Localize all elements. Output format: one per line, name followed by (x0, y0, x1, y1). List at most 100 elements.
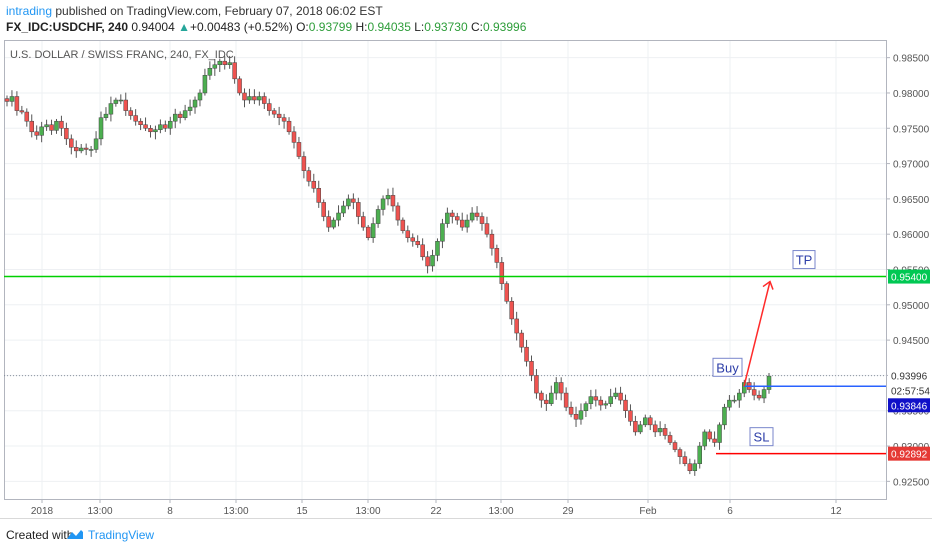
y-tick-label: 0.94500 (893, 336, 930, 347)
candle-body (539, 392, 544, 401)
candle-body (430, 255, 435, 267)
candle-body (662, 428, 668, 436)
x-tick-label: 22 (430, 506, 442, 517)
candle-body (93, 138, 99, 150)
tp-price-label-bg (888, 269, 930, 284)
x-tick-label: 15 (296, 506, 308, 517)
candle-body (237, 78, 242, 94)
candle-body (336, 212, 341, 221)
entry-price-label: 0.93846 (891, 401, 928, 412)
candle-body (128, 110, 133, 116)
candle-body (143, 124, 148, 129)
candle-body (410, 237, 415, 242)
change-value: +0.00483 (+0.52%) (190, 20, 293, 34)
candle-body (98, 117, 104, 140)
candle-body (667, 435, 673, 443)
candle-body (271, 110, 277, 115)
candle-body (217, 60, 223, 65)
candle-body (64, 128, 69, 140)
candle-body (222, 60, 227, 65)
open-value: 0.93799 (308, 20, 353, 34)
candle-body (385, 195, 391, 200)
x-tick-label: 13:00 (223, 506, 248, 517)
candle-body (123, 99, 129, 111)
tp-label-box (792, 250, 816, 270)
candle-body (479, 216, 485, 224)
candle-body (732, 399, 737, 402)
candle-body (296, 142, 302, 157)
candle-body (207, 67, 213, 76)
candle-body (341, 205, 346, 214)
candle-body (712, 438, 717, 443)
chart-title: U.S. DOLLAR / SWISS FRANC, 240, FX_IDC (10, 49, 234, 61)
high-label: H: (355, 20, 368, 34)
time-axis[interactable]: 2018 13:00 8 13:00 15 13:00 22 13:00 29 Feb 6 12 (31, 499, 842, 517)
candle-body (365, 226, 371, 238)
candle-body (633, 421, 638, 433)
candle-body (88, 149, 94, 151)
candle-body (326, 216, 331, 228)
y-tick-label: 0.92500 (893, 477, 930, 488)
symbol-label: FX_IDC:USDCHF, 240 (6, 20, 129, 34)
y-tick-label: 0.95000 (893, 301, 930, 312)
candle-body (400, 219, 406, 231)
last-price-label-bg (888, 368, 930, 383)
candle-body (375, 209, 381, 224)
author-link[interactable]: intrading (6, 4, 53, 18)
candle-body (306, 170, 312, 182)
y-tick-label: 0.98500 (893, 54, 930, 65)
candle-body (652, 424, 658, 433)
candle-body (405, 230, 411, 238)
candle-body (4, 98, 10, 102)
candle-body (504, 283, 510, 302)
candle-body (568, 406, 574, 415)
candle-body (628, 410, 633, 422)
candle-body (242, 92, 247, 101)
ohlc-line: FX_IDC:USDCHF, 240 0.94004 ▲+0.00483 (+0… (6, 20, 526, 34)
x-tick-label: 2018 (31, 506, 54, 517)
publish-info: published on TradingView.com, February 0… (52, 4, 383, 18)
candle-body (34, 131, 39, 136)
y-tick-label: 0.96500 (893, 195, 930, 206)
x-tick-label: Feb (639, 506, 657, 517)
tradingview-link[interactable]: TradingView (88, 528, 155, 542)
x-tick-label: 8 (167, 506, 173, 517)
candle-body (395, 205, 401, 221)
candle-body (489, 233, 495, 249)
price-chart[interactable]: U.S. DOLLAR / SWISS FRANC, 240, FX_IDC B… (4, 40, 932, 518)
y-tick-label: 0.96000 (893, 230, 930, 241)
candle-body (672, 442, 678, 450)
candle-body (588, 396, 594, 404)
candle-body (19, 110, 25, 113)
candle-body (286, 120, 292, 133)
candle-body (103, 113, 109, 118)
tp-label: TP (796, 253, 813, 268)
x-tick-label: 13:00 (87, 506, 112, 517)
candle-body (440, 223, 445, 242)
candle-body (49, 124, 54, 131)
price-labels: 0.95400 0.93996 02:57:54 0.93846 0.92892 (888, 269, 930, 461)
candle-body (756, 394, 762, 399)
candle-body (351, 198, 356, 203)
candle-body (108, 103, 114, 115)
candle-body (603, 403, 608, 406)
candle-body (455, 216, 460, 221)
candle-body (24, 111, 30, 122)
candle-body (346, 198, 351, 207)
candle-body (158, 124, 163, 130)
candle-body (598, 399, 604, 406)
y-tick-label: 0.97000 (893, 160, 930, 171)
chart-area[interactable]: U.S. DOLLAR / SWISS FRANC, 240, FX_IDC B… (4, 40, 932, 518)
candle-body (657, 428, 663, 433)
candle-body (197, 92, 203, 101)
candle-body (623, 399, 628, 411)
arrow-head (762, 280, 774, 290)
candle-body (638, 424, 643, 433)
candle-body (647, 417, 653, 426)
candle-body (415, 241, 420, 246)
candle-body (687, 463, 693, 472)
low-value: 0.93730 (424, 20, 468, 34)
close-label: C: (470, 20, 483, 34)
buy-arrow (743, 280, 774, 387)
candle-body (761, 389, 767, 399)
